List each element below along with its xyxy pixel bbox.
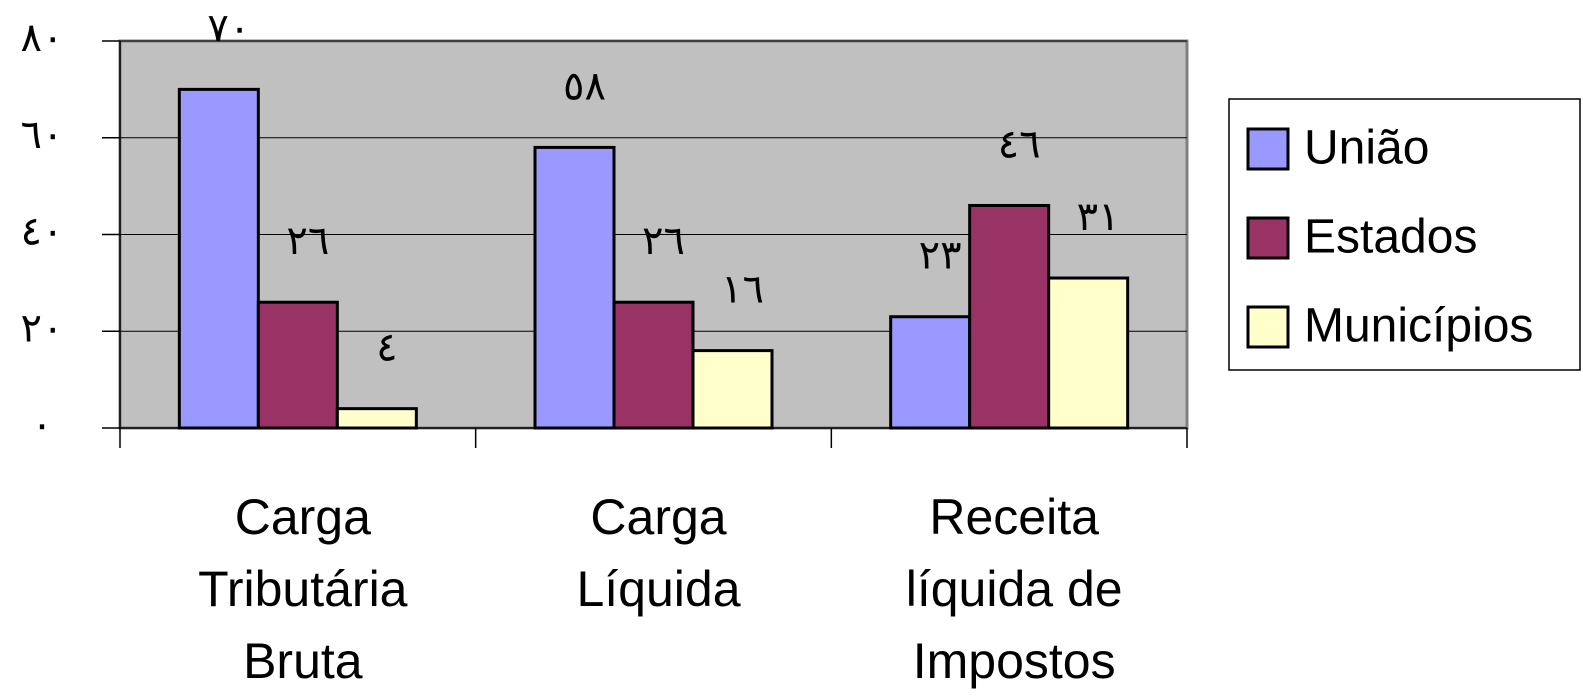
data-label: ٢٦ (642, 218, 685, 264)
x-tick-label: Receita líquida de Impostos (905, 489, 1123, 689)
legend-label: Municípios (1304, 300, 1533, 353)
bar (968, 203, 1051, 430)
y-tick-label: ٨٠ (21, 15, 64, 61)
legend: União Estados Municípios (1228, 98, 1581, 371)
legend-label: Estados (1304, 211, 1477, 264)
data-label: ٤٦ (998, 121, 1041, 167)
bar (612, 300, 695, 430)
bar (533, 145, 616, 430)
bar (177, 87, 260, 430)
legend-swatch (1246, 305, 1290, 349)
legend-label: União (1304, 122, 1429, 175)
y-tick-label: ٠ (31, 402, 52, 448)
bar (256, 300, 339, 430)
bar (335, 407, 418, 430)
data-label: ٧٠ (207, 5, 250, 51)
x-tick-label: Carga Líquida (576, 489, 741, 617)
y-tick-label: ٦٠ (21, 112, 64, 158)
data-label: ٢٣ (919, 233, 962, 279)
data-label: ٤ (376, 325, 397, 371)
y-tick-label: ٤٠ (21, 209, 64, 255)
data-label: ٣١ (1077, 194, 1120, 240)
bar (1047, 276, 1130, 430)
data-label: ٢٦ (286, 218, 329, 264)
legend-swatch (1246, 216, 1290, 260)
data-label: ١٦ (721, 267, 764, 313)
legend-swatch (1246, 127, 1290, 171)
data-label: ٥٨ (563, 63, 606, 109)
bar (889, 315, 972, 430)
bar (691, 349, 774, 430)
x-tick-label: Carga Tributária Bruta (198, 489, 408, 689)
y-tick-label: ٢٠ (21, 305, 64, 351)
